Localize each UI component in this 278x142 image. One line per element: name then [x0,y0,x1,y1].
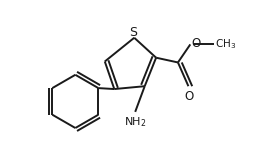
Text: CH$_3$: CH$_3$ [215,37,236,51]
Text: NH$_2$: NH$_2$ [124,116,147,130]
Text: O: O [185,90,194,103]
Text: S: S [129,27,137,39]
Text: O: O [191,37,200,50]
